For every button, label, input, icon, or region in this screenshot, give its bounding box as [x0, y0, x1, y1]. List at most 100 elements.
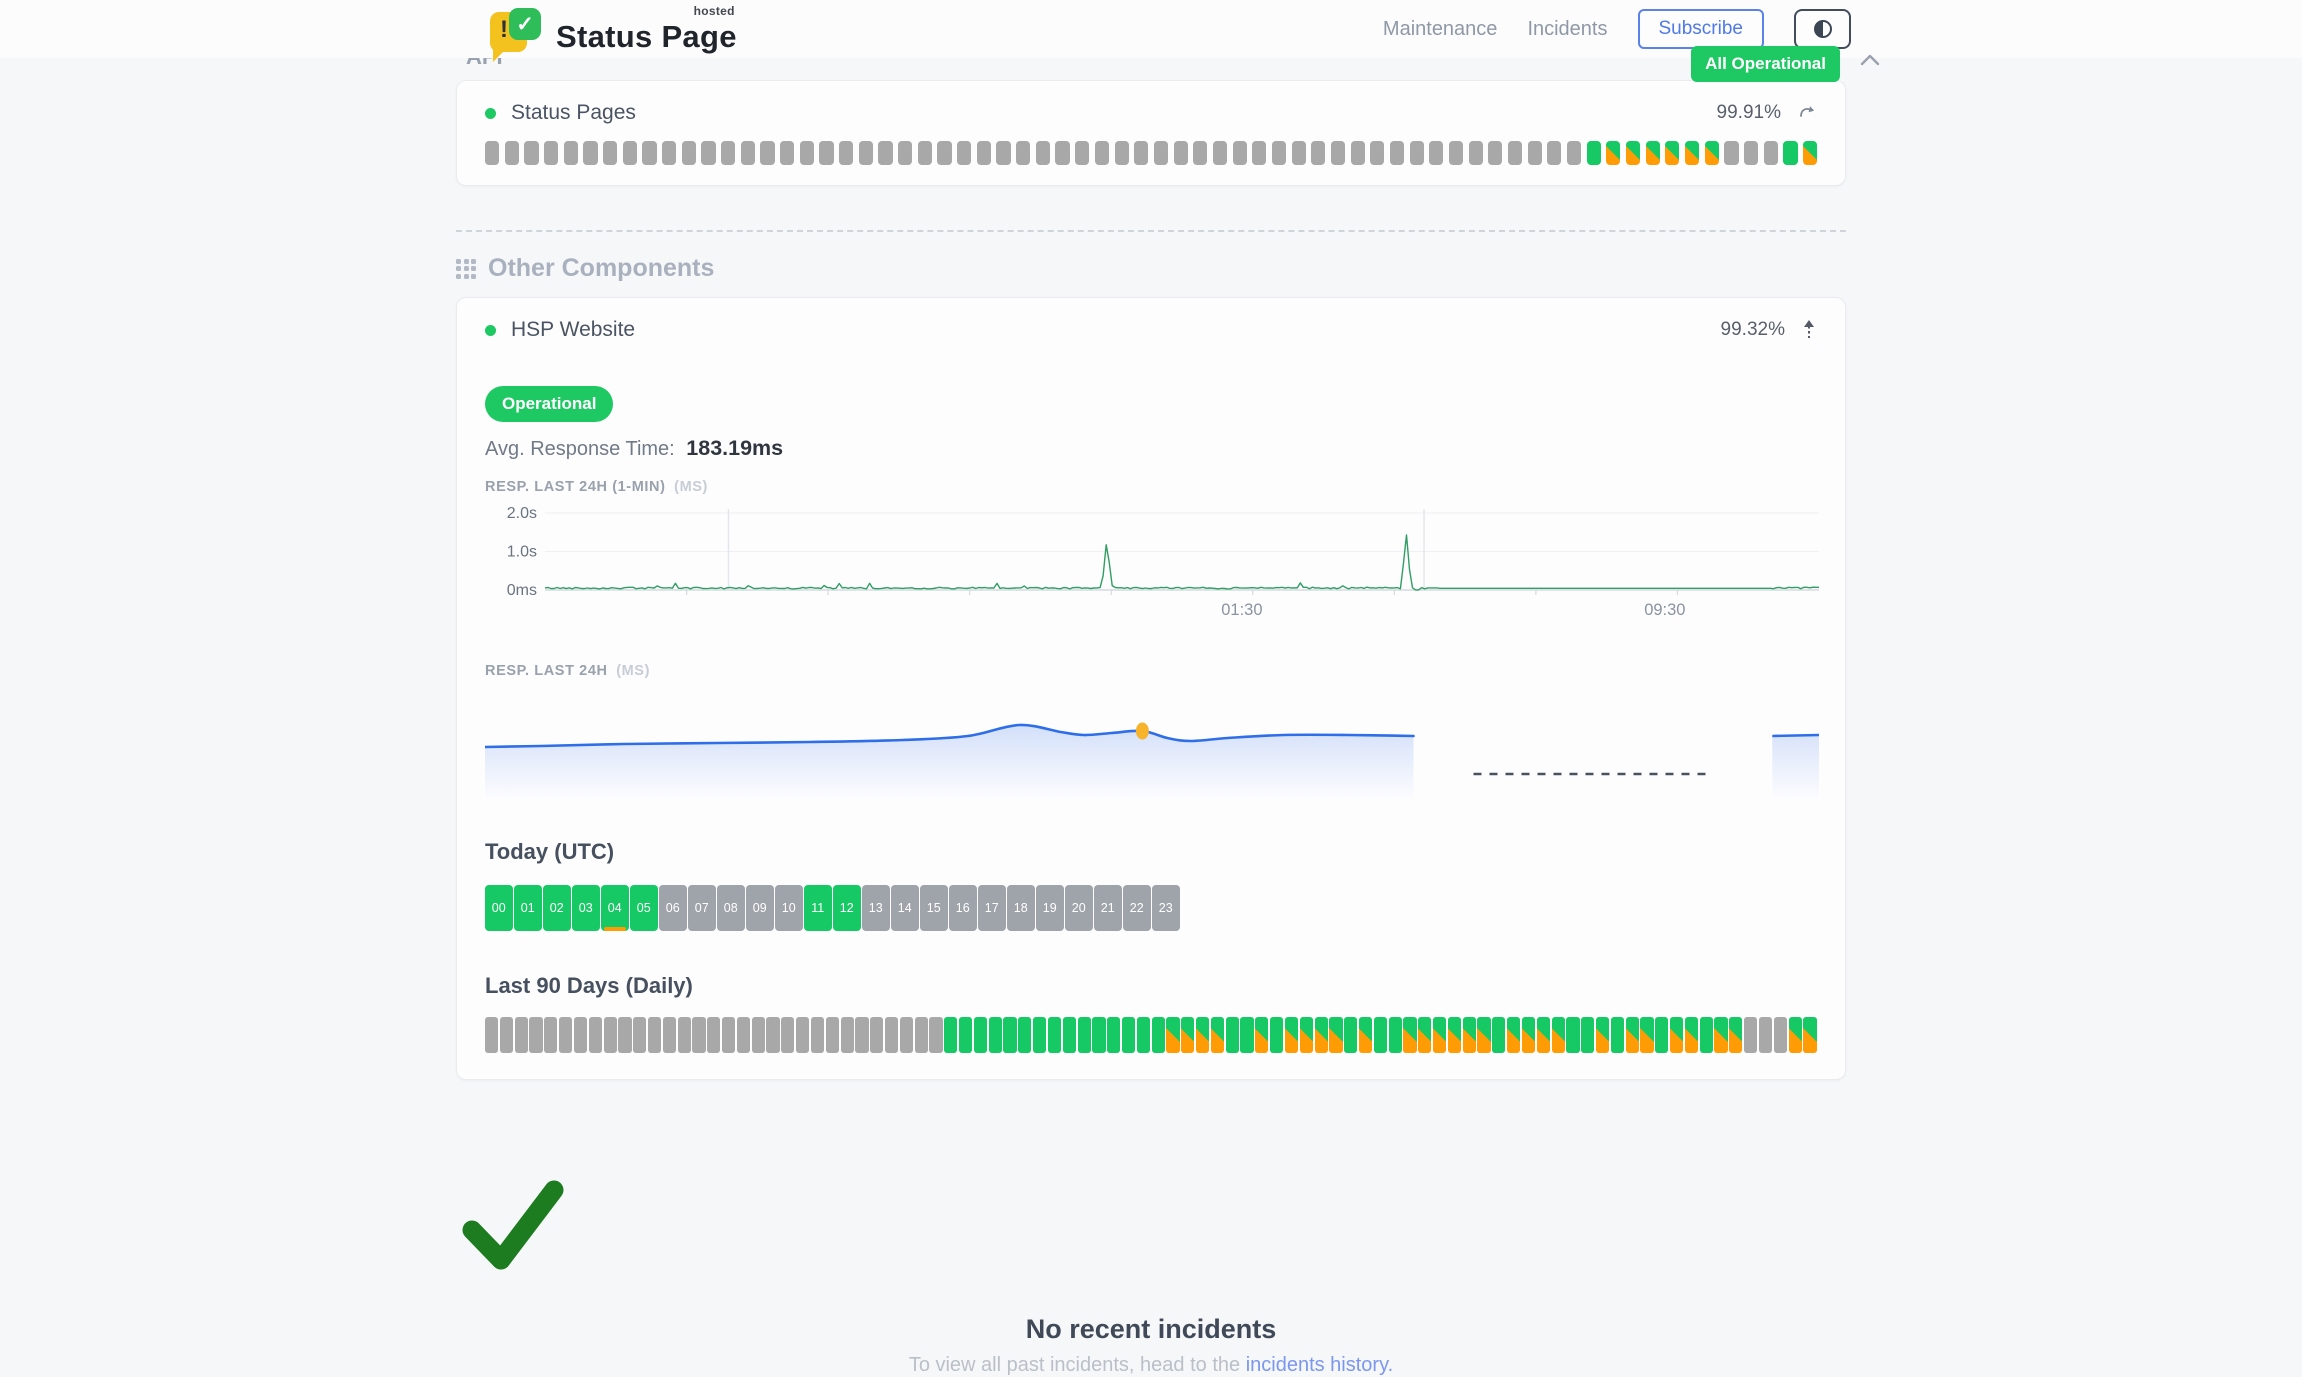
hour-block-14[interactable]: 14 — [891, 885, 919, 931]
day-bar[interactable] — [1744, 1017, 1758, 1053]
uptime-bar[interactable] — [1724, 141, 1739, 165]
uptime-bar[interactable] — [839, 141, 854, 165]
day-bar[interactable] — [1121, 1017, 1136, 1053]
uptime-bar[interactable] — [701, 141, 716, 165]
day-bar[interactable] — [1033, 1017, 1047, 1053]
uptime-bar[interactable] — [1429, 141, 1444, 165]
refresh-icon[interactable] — [1797, 103, 1817, 123]
day-bar[interactable] — [1447, 1017, 1462, 1053]
day-bar[interactable] — [1655, 1017, 1669, 1053]
uptime-bar[interactable] — [878, 141, 893, 165]
day-bar[interactable] — [1699, 1017, 1713, 1053]
uptime-bar[interactable] — [622, 141, 637, 165]
day-bar[interactable] — [1270, 1017, 1284, 1053]
day-bar[interactable] — [1181, 1017, 1195, 1053]
uptime-bar[interactable] — [1744, 141, 1759, 165]
uptime-bar[interactable] — [957, 141, 972, 165]
day-bar[interactable] — [722, 1017, 736, 1053]
day-bar[interactable] — [633, 1017, 647, 1053]
hour-block-23[interactable]: 23 — [1152, 885, 1180, 931]
uptime-bar[interactable] — [1232, 141, 1247, 165]
uptime-bar[interactable] — [1704, 141, 1719, 165]
nav-incidents[interactable]: Incidents — [1527, 17, 1608, 40]
uptime-bar[interactable] — [1389, 141, 1405, 165]
day-bar[interactable] — [884, 1017, 899, 1053]
day-bar[interactable] — [514, 1017, 528, 1053]
day-bar[interactable] — [1551, 1017, 1565, 1053]
hour-block-12[interactable]: 12 — [833, 885, 861, 931]
uptime-bar[interactable] — [563, 141, 578, 165]
uptime-bar[interactable] — [524, 141, 539, 165]
day-bar[interactable] — [1714, 1017, 1728, 1053]
hour-block-13[interactable]: 13 — [862, 885, 890, 931]
uptime-bar[interactable] — [1114, 141, 1129, 165]
day-bar[interactable] — [1284, 1017, 1299, 1053]
uptime-bar[interactable] — [780, 141, 795, 165]
hour-block-04[interactable]: 04 — [601, 885, 629, 931]
uptime-bar[interactable] — [819, 141, 834, 165]
uptime-bar[interactable] — [1527, 141, 1542, 165]
uptime-bar[interactable] — [1409, 141, 1424, 165]
uptime-bar[interactable] — [1271, 141, 1287, 165]
hour-block-05[interactable]: 05 — [630, 885, 658, 931]
uptime-bar[interactable] — [1488, 141, 1503, 165]
uptime-bar[interactable] — [1311, 141, 1326, 165]
day-bar[interactable] — [1462, 1017, 1476, 1053]
day-bar[interactable] — [1225, 1017, 1239, 1053]
hour-block-02[interactable]: 02 — [543, 885, 571, 931]
day-bar[interactable] — [1062, 1017, 1076, 1053]
day-bar[interactable] — [766, 1017, 780, 1053]
uptime-bar[interactable] — [1153, 141, 1169, 165]
uptime-bar[interactable] — [1252, 141, 1267, 165]
uptime-bar[interactable] — [1448, 141, 1464, 165]
uptime-bar[interactable] — [1803, 141, 1818, 165]
day-bar[interactable] — [588, 1017, 602, 1053]
day-bar[interactable] — [1595, 1017, 1610, 1053]
day-bar[interactable] — [1240, 1017, 1254, 1053]
uptime-bar[interactable] — [721, 141, 736, 165]
day-bar[interactable] — [1255, 1017, 1269, 1053]
uptime-bar[interactable] — [976, 141, 991, 165]
day-bar[interactable] — [1107, 1017, 1121, 1053]
uptime-bar[interactable] — [1055, 141, 1070, 165]
day-bar[interactable] — [1803, 1017, 1817, 1053]
day-bar[interactable] — [988, 1017, 1002, 1053]
day-bar[interactable] — [796, 1017, 810, 1053]
day-bar[interactable] — [559, 1017, 573, 1053]
day-bar[interactable] — [1521, 1017, 1536, 1053]
day-bar[interactable] — [1477, 1017, 1491, 1053]
hour-block-16[interactable]: 16 — [949, 885, 977, 931]
uptime-bar[interactable] — [1547, 141, 1562, 165]
day-bar[interactable] — [914, 1017, 928, 1053]
day-bar[interactable] — [899, 1017, 913, 1053]
uptime-bar[interactable] — [1468, 141, 1483, 165]
hour-block-21[interactable]: 21 — [1094, 885, 1122, 931]
day-bar[interactable] — [1373, 1017, 1387, 1053]
day-bar[interactable] — [840, 1017, 854, 1053]
uptime-bar[interactable] — [1016, 141, 1031, 165]
uptime-bar[interactable] — [1035, 141, 1050, 165]
day-bar[interactable] — [1077, 1017, 1091, 1053]
day-bar[interactable] — [1729, 1017, 1743, 1053]
day-bar[interactable] — [1492, 1017, 1506, 1053]
day-bar[interactable] — [1210, 1017, 1225, 1053]
hour-block-11[interactable]: 11 — [804, 885, 832, 931]
day-bar[interactable] — [1536, 1017, 1550, 1053]
day-bar[interactable] — [1788, 1017, 1802, 1053]
uptime-bar[interactable] — [1094, 141, 1109, 165]
day-bar[interactable] — [573, 1017, 588, 1053]
day-bar[interactable] — [662, 1017, 676, 1053]
day-bar[interactable] — [1047, 1017, 1062, 1053]
hour-block-09[interactable]: 09 — [746, 885, 774, 931]
day-bar[interactable] — [647, 1017, 662, 1053]
hour-block-08[interactable]: 08 — [717, 885, 745, 931]
uptime-bar[interactable] — [1212, 141, 1228, 165]
uptime-bar[interactable] — [1665, 141, 1680, 165]
day-bar[interactable] — [1581, 1017, 1595, 1053]
uptime-bar[interactable] — [996, 141, 1011, 165]
day-bar[interactable] — [736, 1017, 751, 1053]
day-bar[interactable] — [1166, 1017, 1180, 1053]
uptime-bar[interactable] — [858, 141, 873, 165]
uptime-bar[interactable] — [485, 141, 500, 165]
day-bar[interactable] — [1625, 1017, 1639, 1053]
